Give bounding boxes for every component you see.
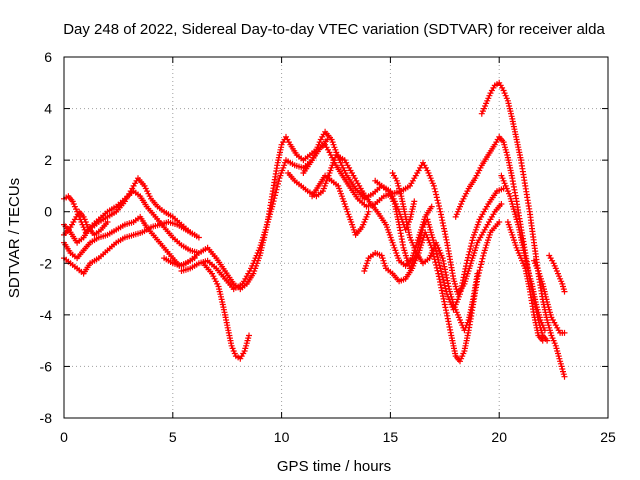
chart-title: Day 248 of 2022, Sidereal Day-to-day VTE… [63, 21, 605, 38]
x-tick-label: 15 [383, 429, 399, 445]
data-layer [61, 79, 568, 380]
series-track-11 [309, 172, 372, 238]
axis-ticks: 0 5 10 15 20 25 -8 -6 -4 -2 0 2 4 6 [40, 49, 616, 445]
y-tick-label: 6 [44, 49, 52, 65]
series-track-14 [389, 170, 481, 334]
data-point-markers [504, 219, 546, 344]
y-tick-label: -8 [40, 410, 53, 426]
data-point-markers [531, 257, 568, 336]
data-point-markers [546, 252, 568, 295]
series-track-18 [504, 219, 546, 344]
data-point-markers [309, 172, 372, 238]
y-tick-label: 0 [44, 204, 52, 220]
x-tick-label: 25 [600, 429, 616, 445]
y-tick-label: 4 [44, 101, 52, 117]
data-point-markers [372, 177, 507, 313]
y-tick-label: -2 [40, 255, 53, 271]
data-point-markers [389, 170, 481, 334]
y-tick-label: 2 [44, 152, 52, 168]
y-axis-label: SDTVAR / TECUs [6, 178, 23, 298]
series-track-7 [200, 260, 252, 362]
x-axis-label: GPS time / hours [277, 458, 391, 475]
series-track-17 [498, 172, 548, 334]
series-track-20 [531, 257, 568, 336]
series-track-19 [546, 252, 568, 295]
series-track-4 [61, 219, 198, 277]
x-tick-label: 0 [60, 429, 68, 445]
y-tick-label: -6 [40, 358, 53, 374]
plot-frame [63, 56, 609, 419]
y-tick-label: -4 [40, 307, 53, 323]
x-tick-label: 5 [169, 429, 177, 445]
x-tick-label: 20 [491, 429, 507, 445]
x-tick-label: 10 [274, 429, 290, 445]
